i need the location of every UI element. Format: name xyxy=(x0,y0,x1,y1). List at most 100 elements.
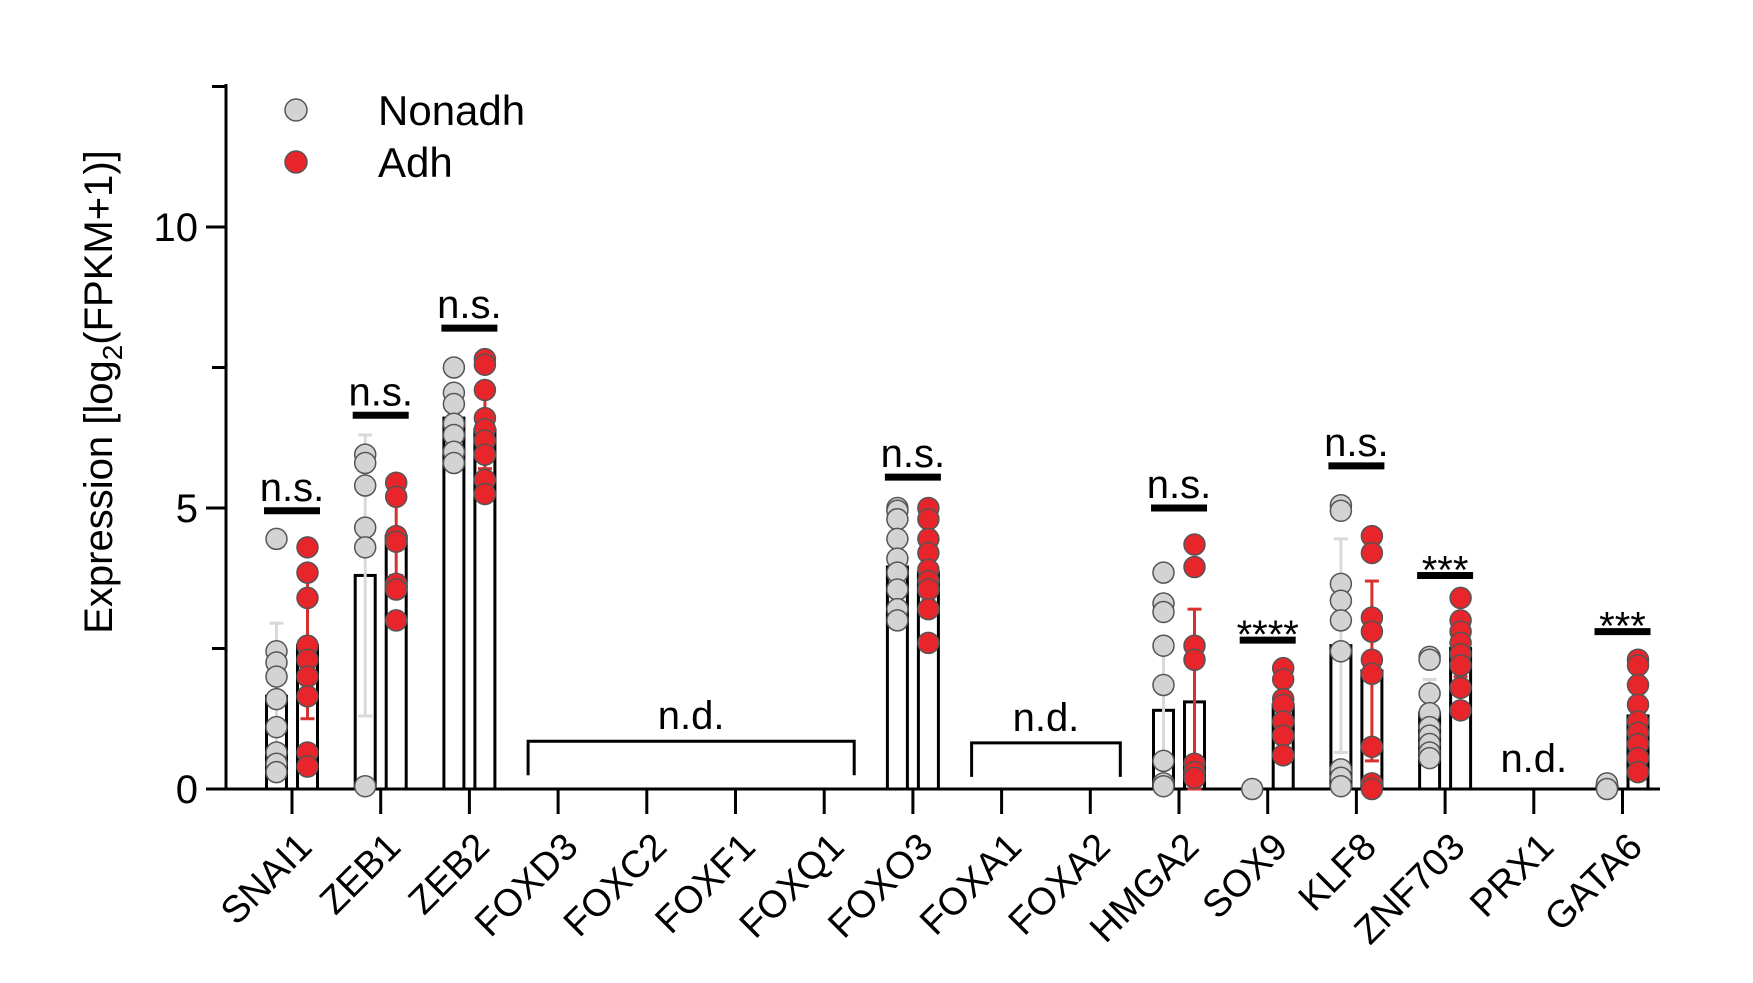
data-point-nonadh-zeb2-2 xyxy=(442,392,466,416)
data-point-adh-znf703-0 xyxy=(1449,586,1472,610)
data-point-adh-snai1-2 xyxy=(296,586,319,610)
data-point-nonadh-hmga2-2 xyxy=(1152,600,1175,624)
data-point-nonadh-zeb1-2 xyxy=(353,474,377,497)
points-layer xyxy=(265,347,1650,801)
data-point-adh-znf703-7 xyxy=(1449,699,1472,722)
data-point-nonadh-znf703-1 xyxy=(1418,648,1441,671)
legend-label-adh: Adh xyxy=(378,139,453,186)
data-point-adh-snai1-0 xyxy=(296,536,319,559)
y-axis-label-main: Expression [log xyxy=(77,360,121,633)
data-point-adh-klf8-8 xyxy=(1360,777,1384,801)
data-point-adh-hmga2-6 xyxy=(1183,766,1206,790)
data-point-nonadh-klf8-1 xyxy=(1329,499,1353,523)
data-point-nonadh-snai1-0 xyxy=(265,527,288,551)
data-point-nonadh-foxo3-8 xyxy=(886,609,909,632)
data-point-adh-snai1-8 xyxy=(296,755,319,778)
data-point-adh-znf703-6 xyxy=(1449,676,1472,700)
nd-bracket-foxa1-foxa2 xyxy=(970,741,1122,777)
x-tick-label-zeb1: ZEB1 xyxy=(312,826,409,923)
data-point-nonadh-zeb1-3 xyxy=(353,516,377,539)
data-point-adh-foxo3-8 xyxy=(917,631,940,655)
x-tick-label-sox9: SOX9 xyxy=(1195,826,1296,927)
significance-label-sox9: **** xyxy=(1237,613,1299,657)
data-point-nonadh-gata6-1 xyxy=(1595,777,1619,801)
data-point-adh-gata6-8 xyxy=(1626,760,1650,784)
data-point-adh-zeb2-8 xyxy=(473,482,497,506)
data-point-adh-klf8-1 xyxy=(1360,541,1384,565)
data-point-nonadh-sox9-0 xyxy=(1240,777,1264,801)
x-tick-label-gata6: GATA6 xyxy=(1537,826,1651,940)
data-point-adh-zeb1-1 xyxy=(384,485,408,509)
data-point-adh-foxo3-1 xyxy=(917,507,940,531)
data-point-nonadh-foxo3-6 xyxy=(886,578,909,601)
data-point-nonadh-zeb1-5 xyxy=(353,774,377,798)
significance-label-zeb1: n.s. xyxy=(348,370,412,414)
y-tick-label-0: 0 xyxy=(176,768,198,812)
data-point-nonadh-snai1-4 xyxy=(265,687,288,711)
legend-marker-nonadh xyxy=(284,98,308,122)
data-point-adh-gata6-1 xyxy=(1626,654,1650,677)
significance-label-klf8: n.s. xyxy=(1324,421,1388,465)
data-point-adh-snai1-6 xyxy=(296,685,319,708)
significance-label-hmga2: n.s. xyxy=(1147,463,1211,507)
data-point-nonadh-snai1-5 xyxy=(265,715,288,739)
data-point-nonadh-hmga2-4 xyxy=(1152,673,1175,697)
data-point-adh-hmga2-1 xyxy=(1183,555,1206,579)
nd-label-prx1: n.d. xyxy=(1500,737,1567,781)
significance-label-snai1: n.s. xyxy=(260,466,324,510)
data-point-nonadh-zeb2-6 xyxy=(442,451,466,475)
data-point-adh-zeb2-2 xyxy=(473,378,497,402)
data-point-nonadh-klf8-4 xyxy=(1329,609,1353,632)
data-point-nonadh-klf8-8 xyxy=(1329,774,1353,798)
data-point-adh-zeb2-1 xyxy=(473,353,497,376)
data-point-nonadh-zeb1-1 xyxy=(353,451,377,475)
data-point-nonadh-hmga2-3 xyxy=(1152,634,1175,657)
data-point-nonadh-znf703-2 xyxy=(1418,682,1441,705)
y-axis-label-tail: (FPKM+1)] xyxy=(77,150,121,344)
x-tick-label-snai1: SNAI1 xyxy=(213,826,320,933)
data-point-adh-gata6-2 xyxy=(1626,673,1650,697)
data-point-nonadh-klf8-5 xyxy=(1329,640,1353,663)
data-point-adh-klf8-6 xyxy=(1360,735,1384,759)
data-point-nonadh-hmga2-0 xyxy=(1152,561,1175,584)
data-point-adh-sox9-1 xyxy=(1271,668,1295,691)
data-point-adh-zeb1-3 xyxy=(384,530,408,553)
data-point-adh-zeb1-5 xyxy=(384,578,408,601)
significance-label-znf703: *** xyxy=(1422,548,1469,592)
data-point-adh-klf8-5 xyxy=(1360,662,1384,686)
nd-label-foxa1-foxa2: n.d. xyxy=(1013,696,1080,740)
nd-bracket-foxd3-foxq1 xyxy=(526,739,856,776)
legend-label-nonadh: Nonadh xyxy=(378,87,525,134)
data-point-nonadh-klf8-3 xyxy=(1329,589,1353,612)
y-tick-label-10: 10 xyxy=(154,206,199,250)
data-point-nonadh-snai1-3 xyxy=(265,665,288,688)
significance-label-zeb2: n.s. xyxy=(437,283,501,327)
data-point-adh-foxo3-7 xyxy=(917,597,940,621)
data-point-adh-hmga2-0 xyxy=(1183,533,1206,556)
data-point-adh-hmga2-3 xyxy=(1183,648,1206,671)
y-axis-label: Expression [log2(FPKM+1)] xyxy=(77,150,128,634)
data-point-nonadh-snai1-8 xyxy=(265,760,288,784)
data-point-adh-znf703-5 xyxy=(1449,654,1472,677)
data-point-nonadh-hmga2-5 xyxy=(1152,749,1175,773)
y-axis-label-subscript: 2 xyxy=(97,345,128,361)
nd-label-foxd3-foxq1: n.d. xyxy=(658,694,725,738)
y-tick-label-5: 5 xyxy=(176,487,198,531)
data-point-nonadh-zeb1-4 xyxy=(353,536,377,559)
data-point-nonadh-foxo3-2 xyxy=(886,507,909,531)
significance-label-foxo3: n.s. xyxy=(881,432,945,476)
legend: Nonadh Adh xyxy=(284,87,525,186)
data-point-nonadh-foxo3-3 xyxy=(886,527,909,551)
data-point-nonadh-znf703-8 xyxy=(1418,746,1441,770)
significance-label-gata6: *** xyxy=(1599,605,1646,649)
data-point-adh-klf8-3 xyxy=(1360,620,1384,643)
data-point-adh-foxo3-6 xyxy=(917,578,940,601)
data-point-nonadh-hmga2-7 xyxy=(1152,774,1175,798)
bars-layer xyxy=(265,416,1650,791)
data-point-adh-snai1-1 xyxy=(296,561,319,584)
data-point-adh-snai1-5 xyxy=(296,665,319,688)
data-point-adh-sox9-5 xyxy=(1271,724,1295,747)
data-point-adh-zeb2-6 xyxy=(473,443,497,466)
